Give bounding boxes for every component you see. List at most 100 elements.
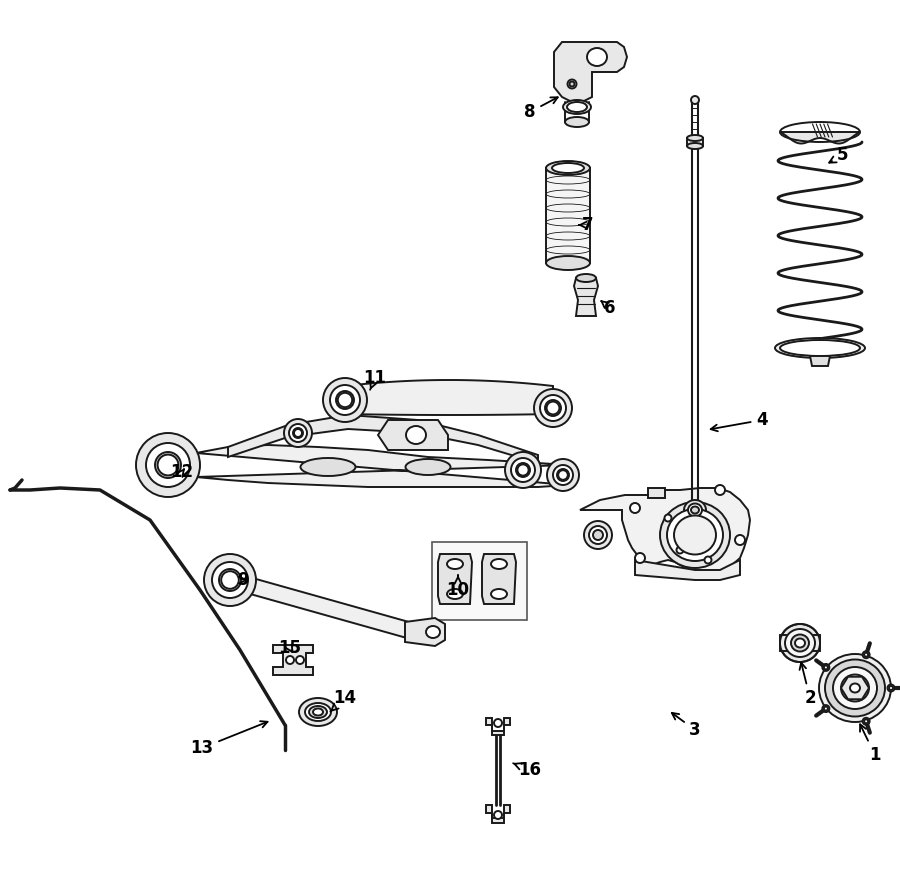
Ellipse shape — [299, 698, 337, 726]
Ellipse shape — [576, 274, 596, 282]
Ellipse shape — [155, 452, 181, 478]
Ellipse shape — [158, 455, 178, 475]
Text: 7: 7 — [580, 216, 594, 234]
Ellipse shape — [511, 458, 535, 482]
Ellipse shape — [309, 706, 327, 718]
Ellipse shape — [825, 660, 885, 716]
Ellipse shape — [567, 102, 587, 112]
Ellipse shape — [330, 385, 360, 415]
Ellipse shape — [570, 81, 574, 87]
Ellipse shape — [494, 719, 502, 727]
Ellipse shape — [823, 663, 830, 671]
Ellipse shape — [294, 429, 302, 437]
Ellipse shape — [546, 256, 590, 270]
Ellipse shape — [780, 340, 860, 356]
Polygon shape — [810, 356, 830, 366]
Ellipse shape — [589, 526, 607, 544]
Ellipse shape — [136, 433, 200, 497]
Ellipse shape — [447, 589, 463, 599]
Ellipse shape — [635, 553, 645, 563]
Text: 1: 1 — [860, 724, 881, 764]
Polygon shape — [580, 488, 750, 573]
Polygon shape — [196, 445, 568, 487]
Ellipse shape — [540, 395, 566, 421]
Text: 6: 6 — [601, 299, 616, 317]
Ellipse shape — [841, 674, 869, 702]
Ellipse shape — [491, 589, 507, 599]
Polygon shape — [482, 554, 516, 604]
Ellipse shape — [204, 554, 256, 606]
Polygon shape — [486, 718, 510, 735]
Polygon shape — [228, 572, 418, 639]
Text: 4: 4 — [711, 411, 768, 431]
Polygon shape — [648, 488, 665, 498]
Ellipse shape — [862, 651, 869, 658]
Ellipse shape — [691, 506, 699, 513]
Ellipse shape — [336, 391, 354, 409]
Ellipse shape — [823, 705, 830, 712]
Text: 13: 13 — [191, 722, 267, 757]
Text: 11: 11 — [364, 369, 386, 389]
Text: 8: 8 — [524, 97, 558, 121]
Ellipse shape — [547, 459, 579, 491]
Polygon shape — [378, 420, 448, 450]
Ellipse shape — [795, 638, 805, 647]
Text: 14: 14 — [330, 689, 356, 712]
Ellipse shape — [677, 547, 683, 554]
Bar — [432, 542, 527, 620]
Text: 10: 10 — [446, 575, 470, 599]
Ellipse shape — [862, 718, 869, 725]
Text: 16: 16 — [513, 761, 542, 779]
Ellipse shape — [221, 572, 239, 588]
Ellipse shape — [687, 135, 703, 141]
Ellipse shape — [630, 503, 640, 513]
Ellipse shape — [705, 556, 712, 563]
Ellipse shape — [889, 686, 893, 690]
Ellipse shape — [284, 419, 312, 447]
Ellipse shape — [534, 389, 572, 427]
Ellipse shape — [887, 685, 895, 691]
Polygon shape — [780, 132, 860, 144]
Ellipse shape — [557, 469, 569, 481]
Ellipse shape — [406, 459, 451, 475]
Ellipse shape — [660, 502, 730, 568]
Text: 12: 12 — [170, 463, 194, 481]
Text: 9: 9 — [238, 571, 248, 589]
Ellipse shape — [491, 559, 507, 569]
Ellipse shape — [687, 143, 703, 149]
Ellipse shape — [847, 680, 863, 696]
Ellipse shape — [313, 708, 323, 715]
Ellipse shape — [563, 100, 591, 114]
Polygon shape — [841, 677, 869, 699]
Ellipse shape — [558, 471, 568, 480]
Ellipse shape — [338, 393, 352, 407]
Ellipse shape — [850, 683, 860, 692]
Bar — [687, 138, 703, 146]
Ellipse shape — [715, 485, 725, 495]
Ellipse shape — [323, 378, 367, 422]
Ellipse shape — [545, 400, 561, 416]
Ellipse shape — [546, 161, 590, 175]
Ellipse shape — [296, 656, 304, 664]
Ellipse shape — [494, 811, 502, 819]
Ellipse shape — [212, 562, 248, 598]
Ellipse shape — [518, 464, 528, 476]
Polygon shape — [574, 278, 598, 316]
Ellipse shape — [587, 48, 607, 66]
Ellipse shape — [301, 458, 356, 476]
Ellipse shape — [819, 654, 891, 722]
Ellipse shape — [552, 163, 584, 173]
Ellipse shape — [833, 667, 877, 709]
Ellipse shape — [546, 402, 560, 414]
Ellipse shape — [735, 535, 745, 545]
Text: 15: 15 — [278, 639, 302, 657]
Ellipse shape — [289, 424, 307, 442]
Ellipse shape — [516, 463, 530, 477]
Ellipse shape — [688, 504, 702, 516]
Ellipse shape — [565, 117, 589, 127]
Ellipse shape — [426, 626, 440, 638]
Ellipse shape — [864, 653, 868, 656]
Polygon shape — [635, 560, 740, 580]
Ellipse shape — [305, 703, 331, 721]
Polygon shape — [273, 645, 313, 675]
